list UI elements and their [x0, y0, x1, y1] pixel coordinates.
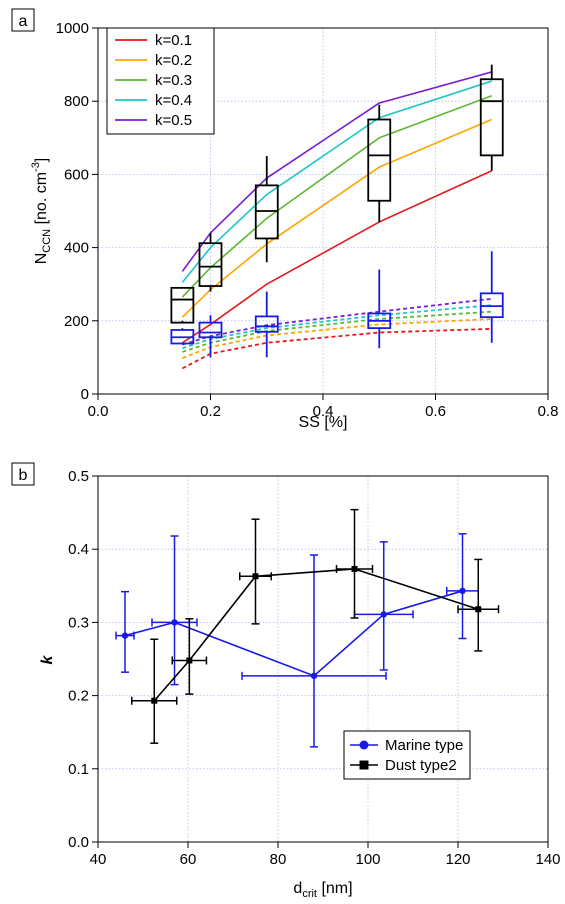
dashed-line-6 [182, 318, 492, 359]
panel-b: 40 60 80 100 120 140 0.0 0.1 0.2 0.3 0.4 0.5 b dcri… [11, 462, 561, 900]
data-point [351, 565, 358, 572]
panel-a-ytick-label: 800 [64, 93, 89, 110]
panel-b-xtick-label: 100 [355, 851, 380, 868]
legend-label: Dust type2 [385, 757, 457, 774]
box-6 [198, 315, 223, 358]
panel-a-ytick-label: 600 [64, 166, 89, 183]
panel-b-plot-frame [97, 475, 549, 843]
panel-a-label: a [19, 13, 28, 30]
box-8 [367, 269, 392, 349]
panel-b-ytick-label: 0.0 [68, 834, 89, 851]
panel-b-ytick-label: 0.1 [68, 761, 89, 778]
data-point [252, 573, 259, 580]
panel-a-label-box: a [11, 8, 35, 32]
legend-label: k=0.1 [155, 32, 192, 49]
panel-b-label: b [19, 467, 28, 484]
panel-b-legend: Marine type Dust type2 [343, 730, 471, 780]
panel-b-xtick-label: 120 [445, 851, 470, 868]
panel-a-xtick-label: 0.8 [538, 403, 559, 420]
box-0 [170, 286, 195, 324]
legend-label: k=0.5 [155, 112, 192, 129]
data-point [121, 632, 129, 639]
series-line [124, 590, 463, 677]
data-point [475, 606, 482, 613]
panel-b-grid [97, 475, 549, 843]
panel-a-ytick-label: 400 [64, 240, 89, 257]
legend-label: k=0.4 [155, 92, 192, 109]
panel-b-ytick-label: 0.3 [68, 614, 89, 631]
model-line-1 [181, 118, 493, 318]
panel-a-ylabel: NCCN [no. cm-3] [30, 158, 53, 265]
box-4 [479, 64, 504, 171]
dashed-line-5 [181, 327, 492, 370]
panel-b-ticks: 40 60 80 100 120 140 0.0 0.1 0.2 0.3 0.4 0.5 [68, 468, 560, 868]
panel-a-series [181, 71, 493, 370]
data-point [380, 611, 387, 618]
model-line-4 [181, 71, 492, 272]
panel-b-xtick-label: 140 [535, 851, 560, 868]
box-body [170, 286, 195, 324]
dashed-line-7 [182, 310, 492, 353]
series-dust-type2 [131, 508, 500, 744]
legend-marker [359, 740, 369, 750]
series-marine-type [115, 533, 479, 748]
box-1 [198, 232, 223, 292]
model-line-2 [181, 94, 493, 298]
dashed-line-9 [182, 297, 492, 346]
legend-marker [359, 760, 369, 770]
panel-a-ytick-label: 0 [81, 386, 89, 403]
panel-b-ytick-label: 0.4 [68, 541, 89, 558]
box-9 [479, 251, 504, 343]
box-body [198, 242, 223, 287]
panel-b-series [115, 508, 500, 748]
legend-label: Marine type [385, 737, 463, 754]
panel-a-xtick-label: 0.2 [200, 403, 221, 420]
data-point [171, 619, 178, 626]
panel-b-xtick-label: 60 [180, 851, 197, 868]
data-point [459, 587, 466, 595]
panel-b-ytick-label: 0.2 [68, 688, 89, 705]
box-body [198, 321, 223, 339]
box-body [479, 292, 504, 319]
panel-b-xlabel: dcrit [nm] [293, 880, 352, 900]
legend-label: k=0.2 [155, 52, 192, 69]
panel-a-xtick-label: 0.0 [88, 403, 109, 420]
legend-label: k=0.3 [155, 72, 192, 89]
panel-a-xlabel: SS [%] [299, 414, 348, 431]
panel-a: 0.0 0.2 0.4 0.6 0.8 0 200 400 600 800 1000 a SS [%… [11, 8, 559, 431]
box-5 [170, 328, 195, 345]
model-line-3 [181, 80, 492, 283]
panel-a-xtick-label: 0.6 [425, 403, 446, 420]
panel-a-ticks: 0.0 0.2 0.4 0.6 0.8 0 200 400 600 800 1000 [56, 20, 559, 420]
box-body [254, 184, 279, 240]
box-3 [367, 104, 392, 222]
data-point [151, 697, 158, 704]
panel-a-xtick-label: 0.4 [313, 403, 334, 420]
legend-frame [106, 27, 215, 135]
panel-a-boxes [170, 64, 504, 358]
panel-a-ytick-label: 1000 [56, 20, 89, 37]
data-point [310, 672, 318, 680]
panel-b-ytick-label: 0.5 [68, 468, 89, 485]
dashed-line-8 [182, 304, 492, 350]
panel-b-xtick-label: 80 [270, 851, 287, 868]
series-line [153, 568, 479, 702]
panel-b-ylabel: k [39, 654, 56, 664]
panel-a-legend: k=0.1 k=0.2 k=0.3 k=0.4 k=0.5 [106, 27, 215, 135]
box-body [479, 78, 504, 157]
legend-frame [343, 730, 471, 780]
panel-b-label-box: b [11, 462, 35, 486]
box-body [254, 315, 279, 333]
model-line-0 [181, 170, 493, 344]
box-7 [254, 291, 279, 358]
data-point [186, 657, 193, 664]
box-2 [254, 156, 279, 263]
panel-a-ytick-label: 200 [64, 313, 89, 330]
panel-b-xtick-label: 40 [90, 851, 107, 868]
box-body [367, 118, 392, 202]
